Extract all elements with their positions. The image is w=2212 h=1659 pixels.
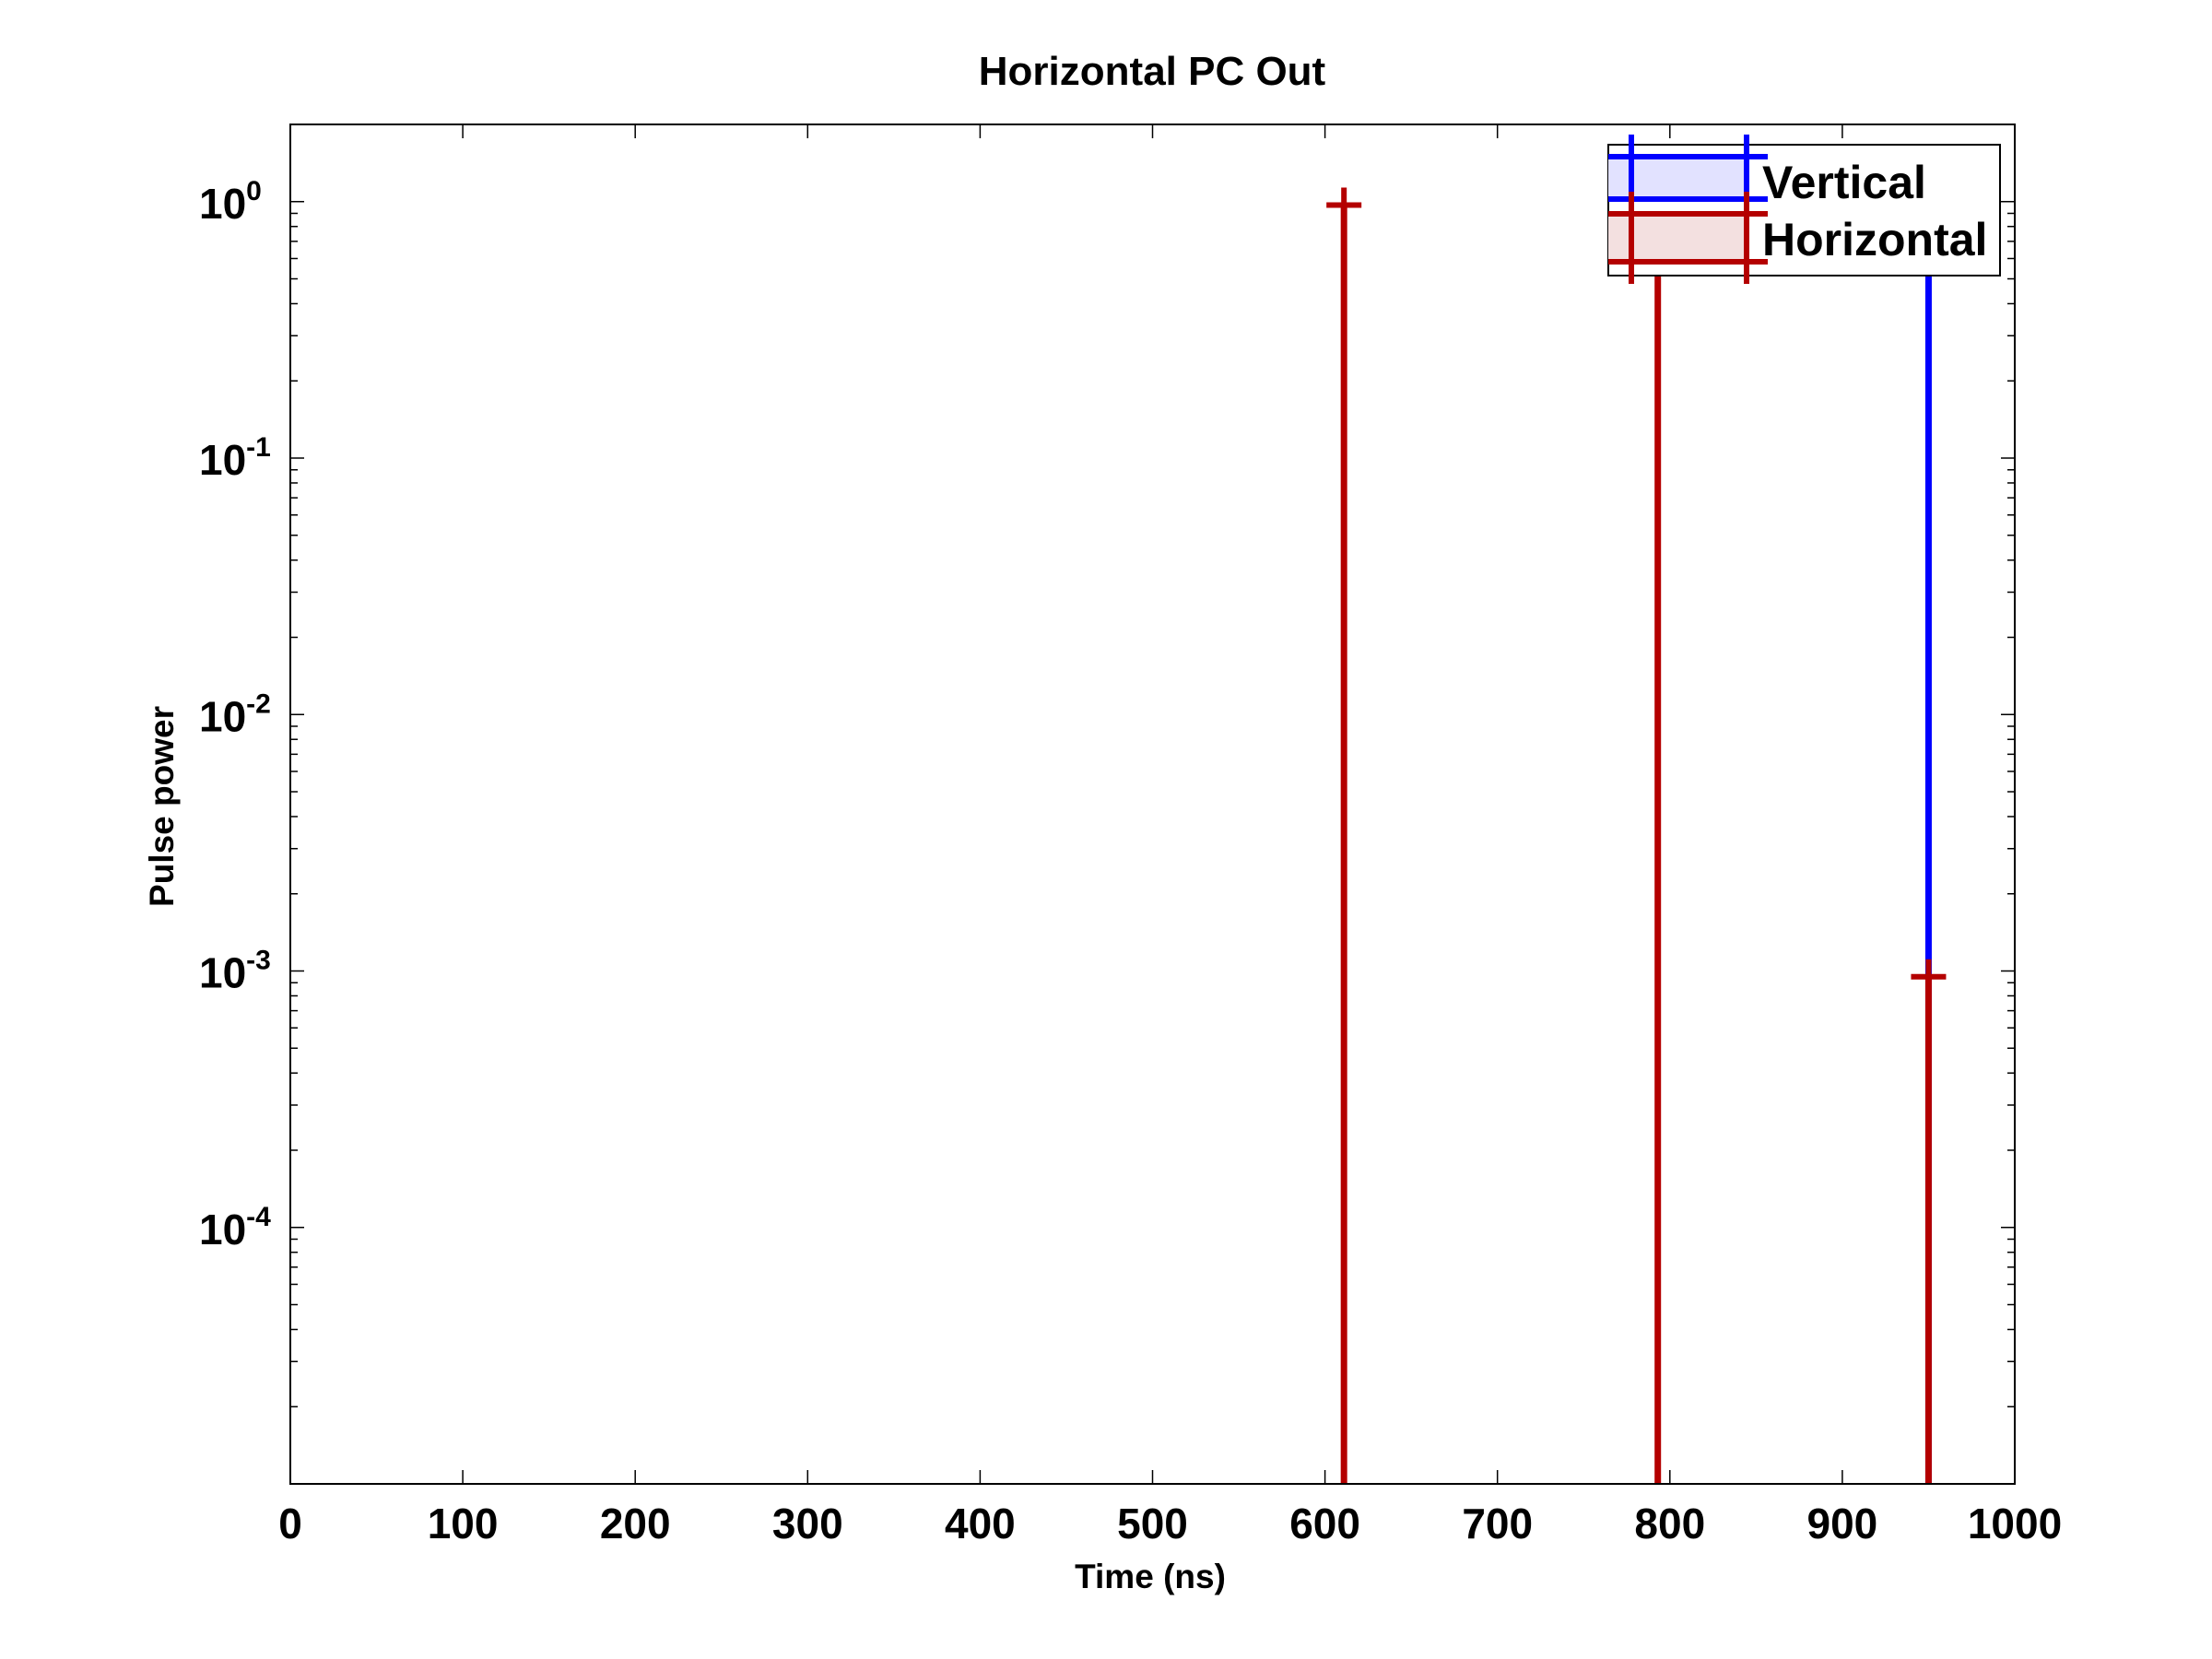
chart-title: Horizontal PC Out	[979, 49, 1326, 94]
x-tick-label: 400	[945, 1500, 1016, 1547]
vertical-legend-label: Vertical	[1762, 157, 1926, 208]
y-tick-labels: 10-4 10-3 10-2 10-1 100	[199, 176, 271, 1253]
x-axis-label: Time (ns)	[1075, 1558, 1226, 1595]
x-tick-label: 100	[428, 1500, 499, 1547]
y-tick-label: 10-4	[199, 1202, 271, 1253]
x-tick-label: 200	[600, 1500, 671, 1547]
y-tick-label: 100	[199, 176, 262, 228]
x-tick-label: 900	[1807, 1500, 1878, 1547]
plot-frame	[289, 124, 2016, 1485]
x-tick-label: 0	[278, 1500, 302, 1547]
horizontal-legend-label: Horizontal	[1762, 214, 1987, 265]
y-tick-label: 10-1	[199, 432, 271, 484]
x-tick-label: 500	[1117, 1500, 1188, 1547]
y-tick-label: 10-2	[199, 688, 271, 740]
plot-area	[290, 124, 2015, 1484]
y-tick-label: 10-3	[199, 946, 271, 997]
x-tick-labels: 0 100 200 300 400 500 600 700 800 900 1000	[278, 1500, 2062, 1547]
legend: Vertical Horizontal	[1607, 135, 2001, 284]
major-ticks	[289, 124, 2016, 1484]
x-tick-label: 300	[772, 1500, 843, 1547]
x-tick-label: 600	[1289, 1500, 1360, 1547]
x-tick-label: 700	[1462, 1500, 1533, 1547]
x-tick-label: 1000	[1968, 1500, 2062, 1547]
x-tick-label: 800	[1634, 1500, 1705, 1547]
y-axis-label: Pulse power	[143, 706, 181, 907]
